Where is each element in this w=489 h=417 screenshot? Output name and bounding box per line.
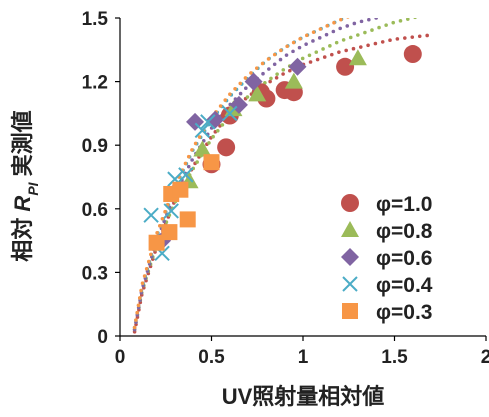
- x-tick-label: 0: [115, 347, 126, 368]
- y-axis-title: 相対 RPI 実測値: [10, 110, 41, 261]
- data-point: [222, 105, 238, 122]
- data-point: [203, 154, 220, 171]
- y-axis-title-suffix: 実測値: [10, 110, 35, 182]
- legend-label: φ=0.3: [376, 301, 432, 324]
- data-point: [284, 72, 303, 89]
- data-points: [143, 45, 422, 262]
- data-point: [403, 45, 422, 64]
- trend-line: [132, 33, 433, 334]
- legend: φ=1.0 φ=0.8 φ=0.6 φ=0.4 φ=0.3: [341, 193, 433, 324]
- y-tick-label: 0.9: [82, 136, 108, 157]
- data-point: [348, 49, 367, 66]
- legend-label: φ=1.0: [376, 193, 432, 216]
- x-tick-label: 0.5: [198, 347, 225, 368]
- data-point: [179, 211, 196, 228]
- data-point: [172, 181, 189, 198]
- y-axis-title-subscript: PI: [25, 181, 41, 195]
- trend-line: [132, 18, 351, 330]
- trend-line: [132, 18, 350, 330]
- y-tick-label: 0: [97, 327, 108, 348]
- data-point: [194, 122, 211, 139]
- data-point: [178, 167, 194, 183]
- legend-marker: [341, 221, 359, 237]
- data-point: [244, 72, 263, 91]
- x-tick-label: 1: [298, 347, 309, 368]
- data-point: [143, 207, 159, 223]
- data-point: [193, 140, 212, 157]
- data-point: [163, 203, 179, 219]
- legend-label: φ=0.6: [376, 247, 432, 270]
- legend-marker: [341, 248, 359, 266]
- data-point: [186, 112, 205, 131]
- legend-marker: [341, 194, 359, 212]
- y-axis-title-variable: R: [10, 196, 35, 212]
- data-point: [148, 234, 165, 251]
- x-axis-title: UV照射量相対値: [222, 384, 385, 409]
- data-point: [200, 114, 216, 130]
- y-tick-label: 0.3: [82, 263, 108, 284]
- axis-ticks: 0 0.5 1 1.5 2 0 0.3 0.6 0.9 1.2 1.5: [82, 9, 489, 368]
- y-axis-title-prefix: 相対: [10, 212, 35, 262]
- legend-marker: [342, 276, 358, 292]
- legend-label: φ=0.8: [376, 220, 433, 243]
- data-point: [161, 224, 178, 241]
- x-tick-label: 1.5: [381, 347, 408, 368]
- y-tick-label: 1.2: [82, 73, 108, 94]
- y-tick-label: 0.6: [82, 200, 108, 221]
- y-tick-label: 1.5: [82, 9, 109, 30]
- data-point: [248, 85, 267, 102]
- x-tick-label: 2: [481, 347, 489, 368]
- data-point: [288, 57, 307, 76]
- legend-label: φ=0.4: [376, 274, 433, 297]
- data-point: [217, 138, 236, 157]
- legend-marker: [342, 303, 358, 319]
- data-point: [336, 57, 355, 76]
